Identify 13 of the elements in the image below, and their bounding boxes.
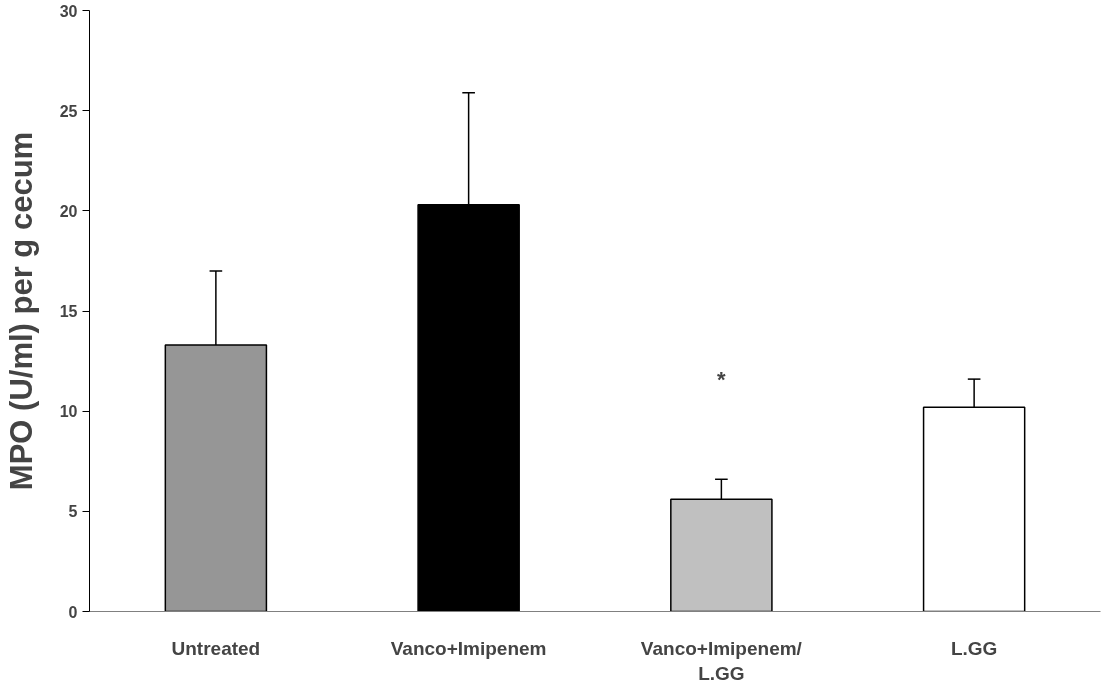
y-tick-label: 20	[59, 202, 78, 220]
x-tick-label: Vanco+Imipenem	[390, 637, 547, 659]
annotation: *	[717, 366, 727, 392]
y-tick-label: 0	[68, 603, 78, 621]
x-tick-label: Untreated	[171, 637, 261, 659]
y-tick-label: 5	[68, 503, 78, 521]
x-tick-label: Vanco+Imipenem/ L.GG	[640, 637, 803, 684]
y-tick-label: 30	[59, 2, 78, 20]
y-axis-title: MPO (U/ml) per g cecum	[3, 131, 39, 491]
y-tick-label: 10	[59, 403, 78, 421]
x-tick-label: L.GG	[950, 637, 998, 659]
y-tick-label: 25	[59, 102, 78, 120]
y-tick-label: 15	[59, 303, 78, 320]
